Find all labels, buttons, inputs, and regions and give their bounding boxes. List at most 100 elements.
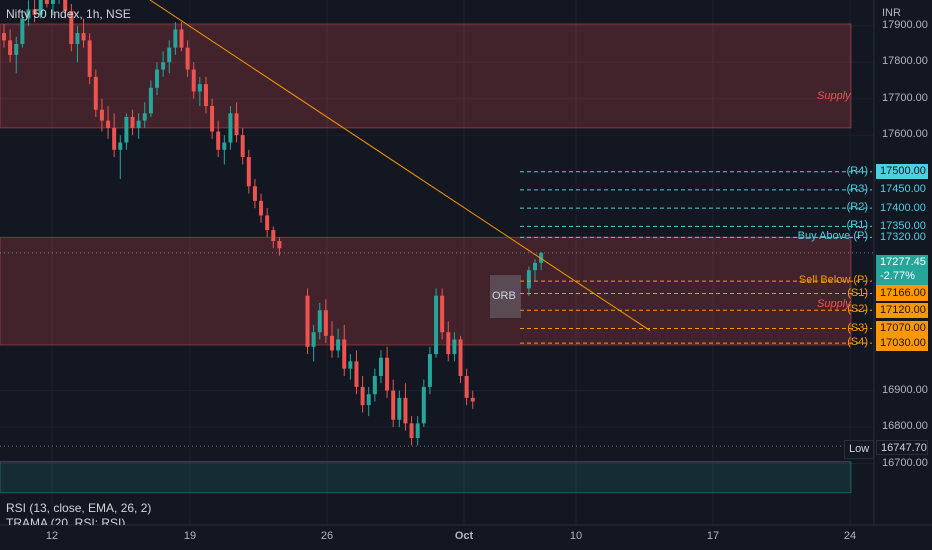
candle-body <box>305 295 310 347</box>
candle-body <box>112 127 117 150</box>
candle-body <box>155 69 159 88</box>
pivot-price-tag: 17400.00 <box>876 200 928 216</box>
candle-body <box>271 230 276 241</box>
candle-body <box>526 270 531 289</box>
candle-body <box>118 142 123 150</box>
pivot-price-tag: 17320.00 <box>876 229 928 245</box>
candle-body <box>130 116 135 128</box>
last-price-change: -2.77% <box>880 270 915 282</box>
candle-body <box>50 0 55 4</box>
candle-body <box>360 386 365 406</box>
pivot-label: (S4) <box>847 336 868 349</box>
zone-rect <box>0 23 852 129</box>
candle-body <box>14 44 19 55</box>
last-price-value: 17277.45 <box>880 256 926 268</box>
low-marker-price: 16747.70 <box>876 440 928 455</box>
pivot-label: (R4) <box>846 164 868 177</box>
candle-body <box>20 18 25 45</box>
price-axis-tick: 16900.00 <box>882 383 928 396</box>
candle-body <box>385 357 390 391</box>
candle-body <box>348 361 353 369</box>
candle-body <box>191 69 196 92</box>
time-axis-tick: 19 <box>183 530 197 542</box>
candle-body <box>354 361 359 387</box>
candle-body <box>415 423 420 438</box>
pivot-label: Buy Above (P) <box>797 230 868 243</box>
candle-body <box>372 375 377 395</box>
candle-body <box>38 0 43 15</box>
price-axis-tick: 17800.00 <box>882 55 928 68</box>
pivot-price-tag: 17070.00 <box>876 321 928 337</box>
candle-body <box>259 200 264 216</box>
time-axis-tick: 24 <box>843 530 857 542</box>
candle-body <box>403 397 408 424</box>
supply-zone-label-1: Supply <box>817 90 851 102</box>
candle-body <box>470 397 475 402</box>
pivot-label: (S3) <box>847 321 868 334</box>
candle-body <box>69 11 74 45</box>
candle-body <box>2 33 6 41</box>
low-marker-label: Low <box>844 440 875 459</box>
candle-body <box>409 423 414 438</box>
chart-title: Nifty 50 Index, 1h, NSE <box>6 7 131 21</box>
candle-body <box>210 106 215 132</box>
candle-body <box>173 29 178 48</box>
candle-body <box>63 0 68 12</box>
candle-body <box>185 47 190 70</box>
candle-body <box>216 131 221 150</box>
candle-body <box>458 339 463 376</box>
pivot-price-tag: 17120.00 <box>876 302 928 318</box>
price-axis-tick: 17600.00 <box>882 128 928 141</box>
candle-body <box>222 142 227 150</box>
zone-rect <box>0 236 852 346</box>
candle-body <box>99 109 104 121</box>
time-axis-tick: 17 <box>706 530 720 542</box>
price-axis-tick: 17900.00 <box>882 18 928 31</box>
candle-body <box>167 47 172 63</box>
candle-body <box>533 262 537 271</box>
candle-body <box>142 113 147 121</box>
candle-body <box>311 332 316 347</box>
chart-overlays <box>0 0 874 447</box>
price-axis-tick: 16700.00 <box>882 456 928 469</box>
supply-zone-label-2: Supply <box>817 298 851 310</box>
candle-body <box>179 29 184 48</box>
candle-body <box>397 397 402 420</box>
pivot-label: (S1) <box>847 286 868 299</box>
pivot-label: (R3) <box>846 182 868 195</box>
candle-body <box>106 120 111 128</box>
candle-body <box>366 394 371 406</box>
supply-demand-zones <box>0 23 852 494</box>
candle-body <box>93 76 98 110</box>
pivot-label: (S2) <box>847 303 868 316</box>
candle-body <box>124 116 129 143</box>
candle-body <box>234 113 239 136</box>
candle-body <box>161 62 166 70</box>
candle-body <box>252 186 257 201</box>
candle-body <box>427 354 432 387</box>
pivot-label: Sell Below (P) <box>798 274 868 287</box>
price-axis-tick: 16800.00 <box>882 420 928 433</box>
time-axis-tick: Oct <box>454 530 474 542</box>
candle-body <box>277 241 282 249</box>
candle-body <box>246 157 251 187</box>
trendline <box>149 0 651 331</box>
candle-body <box>265 215 270 231</box>
candle-body <box>26 9 31 19</box>
price-axis-tick: 17700.00 <box>882 91 928 104</box>
trama-indicator-label[interactable]: TRAMA (20, RSI: RSI) <box>6 517 126 525</box>
candle-body <box>317 310 322 333</box>
pivot-price-tag: 17450.00 <box>876 182 928 198</box>
time-axis-tick: 12 <box>45 530 59 542</box>
candle-body <box>87 40 92 77</box>
candlestick-series <box>2 0 544 446</box>
currency-label: INR <box>882 7 901 19</box>
candle-body <box>8 40 13 55</box>
candle-body <box>240 135 245 158</box>
rsi-indicator-label[interactable]: RSI (13, close, EMA, 26, 2) <box>6 501 152 515</box>
candle-body <box>148 87 153 114</box>
candle-body <box>197 84 202 92</box>
candle-body <box>323 310 328 336</box>
candle-body <box>440 295 445 333</box>
